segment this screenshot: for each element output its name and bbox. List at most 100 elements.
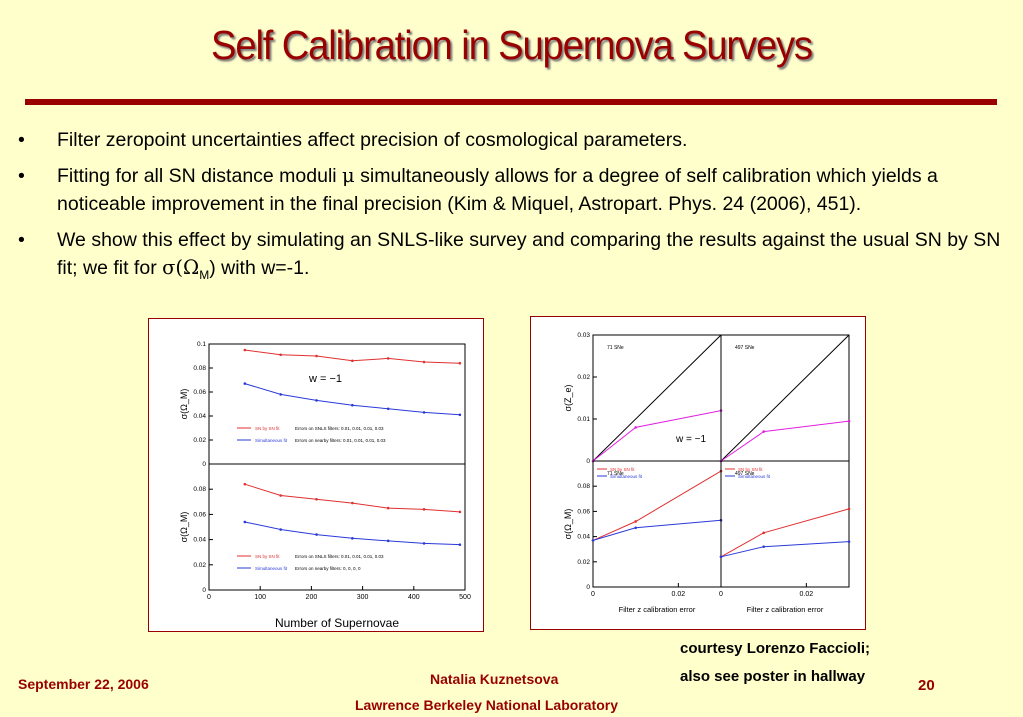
bullet-1: • Filter zeropoint uncertainties affect … [18,126,1023,154]
page-number: 20 [918,677,935,694]
left-bottom-series-0-point [279,494,282,497]
left-bottom-series-0-point [458,510,462,514]
left-top-ytick-label: 0.04 [193,413,206,420]
left-top-ylabel: σ(Ω_M) [179,389,189,420]
bullet-list: • Filter zeropoint uncertainties affect … [18,126,1023,297]
left-bottom-xtick-label: 300 [357,594,369,601]
right-top-right-series-1-point [762,430,765,433]
left-top-ytick-label: 0.06 [193,389,206,396]
left-top-annotation: w = −1 [308,373,342,385]
left-bottom-series-1-point [422,542,426,545]
right-bottom-left-series-1-point [634,526,637,530]
right-bottom-left-legend-label: SN by SN fit [610,467,635,472]
left-top-series-1-point [386,407,390,411]
bullet-2-text-start: Fitting for all SN distance moduli [57,165,343,187]
left-bottom-ytick-label: 0.06 [193,511,206,518]
left-bottom-xtick-label: 400 [408,594,420,601]
right-bottom-right-series-0-point [762,531,765,535]
left-top-series-1-point [279,393,282,396]
right-top-left-ytick-label: 0 [586,458,590,465]
right-bottom-right-series-1-point [762,545,765,548]
left-top-series-1-point [422,411,426,414]
title-rule [25,99,997,105]
left-bottom-ytick-label: 0.08 [193,486,206,493]
right-top-left-series-0-line [592,334,722,462]
bullet-3: • We show this effect by simulating an S… [18,226,1023,289]
right-bottom-left-series-0-line [592,470,722,541]
right-bottom-left-sample-label: 71 SNe [607,471,624,477]
right-bottom-left-ylabel: σ(Ω_M) [563,509,573,540]
left-bottom-series-0-point [422,508,426,511]
left-bottom-frame [208,463,466,591]
left-bottom-legend-label: Simultaneous fit [255,566,288,571]
bullet-marker: • [18,165,25,187]
right-bottom-right-series-1-line [720,541,850,558]
left-top-series-0-point [315,354,318,358]
bullet-3-text-start: We show this effect by simulating an SNL… [57,229,1001,279]
left-xlabel: Number of Supernovae [275,616,399,630]
left-top-series-1-line [244,383,460,416]
left-figure-svg: 0 0.02 0.04 0.06 0.08 0.1 σ(Ω_M) 0 0.02 0.04 0.06 0… [179,341,471,630]
left-bottom-legend-note: Errors on nearby filters: 0, 0, 0, 0 [295,566,361,571]
left-bottom-series-1-point [351,537,354,540]
left-top-series-0-point [351,359,354,363]
omega-subscript: M [199,267,210,282]
left-top-legend-label: SN by SN fit [255,426,280,431]
left-bottom-series-0-point [243,482,247,486]
right-bottom-left-xtick-label: 0.02 [672,591,686,598]
credit-line-2: also see poster in hallway [680,668,866,685]
left-bottom-series-0-point [386,506,390,510]
left-bottom-legend-label: SN by SN fit [255,554,280,559]
right-bottom-right-series-1-point [847,540,851,543]
right-bottom-left-legend-label: Simultaneous fit [610,474,643,479]
right-bottom-left-ytick-label: 0.02 [577,559,590,566]
left-bottom-series-0-point [315,497,318,501]
right-bottom-left-frame [592,460,722,588]
left-top-legend-note: Errors on nearby filters: 0.01, 0.01, 0.… [295,438,386,443]
right-figure: 0 0.01 0.02 0.03 σ(Z_e) 71 SNe 497 SNe 0 0.02 0.0… [530,316,866,630]
left-bottom-series-0-point [351,501,354,505]
left-top-series-0-point [386,357,390,360]
right-bottom-right-legend-label: SN by SN fit [738,467,763,472]
right-bottom-right-xlabel: Filter z calibration error [747,605,824,614]
left-top-series-1-point [315,399,318,402]
right-bottom-left-ytick-label: 0.06 [577,508,590,515]
right-top-left-series-1-point [634,426,637,429]
right-bottom-right-series-0-line [720,508,850,558]
left-bottom-ylabel: σ(Ω_M) [179,512,189,543]
left-bottom-series-1-point [458,543,462,546]
sigma-omega-symbol: σ(Ω [162,256,200,279]
left-top-series-1-point [243,382,247,385]
bullet-2: • Fitting for all SN distance moduli μ s… [18,162,1023,218]
left-bottom-xtick-label: 0 [207,594,211,601]
right-top-right-series-1-point [847,419,851,423]
right-top-left-ytick-label: 0.02 [577,374,590,381]
left-top-series-0-point [458,361,462,365]
right-top-left-ytick-label: 0.03 [577,332,590,339]
right-figure-svg: 0 0.01 0.02 0.03 σ(Z_e) 71 SNe 497 SNe 0 0.02 0.0… [563,332,851,614]
bullet-marker: • [18,229,25,251]
right-bottom-right-series-0-point [847,507,851,511]
right-top-right-series-1-line [720,420,850,462]
right-bottom-right-frame [720,460,850,588]
footer-author: Natalia Kuznetsova [430,671,559,687]
right-bottom-left-xlabel: Filter z calibration error [619,605,696,614]
left-bottom-series-1-point [243,520,247,524]
left-bottom-series-0-line [244,483,460,513]
bullet-2-text-end: simultaneously allows for a degree of se… [57,165,938,215]
right-top-left-sample-label: 71 SNe [607,345,624,351]
right-top-left-ytick-label: 0.01 [577,416,590,423]
left-bottom-xtick-label: 500 [459,594,471,601]
footer-lab: Lawrence Berkeley National Laboratory [355,697,618,713]
left-bottom-series-1-line [244,521,460,546]
right-top-right-series-0-line [720,334,850,462]
slide-title: Self Calibration in Supernova Surveys [211,22,813,68]
mu-symbol: μ [342,164,355,187]
left-bottom-legend-note: Errors on SNLS filters: 0.01, 0.01, 0.01… [295,554,384,559]
left-bottom-series-1-point [386,539,390,543]
left-bottom-series-1-point [315,533,318,536]
right-bottom-left-ytick-label: 0.08 [577,483,590,490]
right-bottom-left-series-1-line [592,519,722,541]
left-top-series-0-point [243,348,247,352]
left-figure: 0 0.02 0.04 0.06 0.08 0.1 σ(Ω_M) 0 0.02 0.04 0.06 0… [148,318,484,632]
